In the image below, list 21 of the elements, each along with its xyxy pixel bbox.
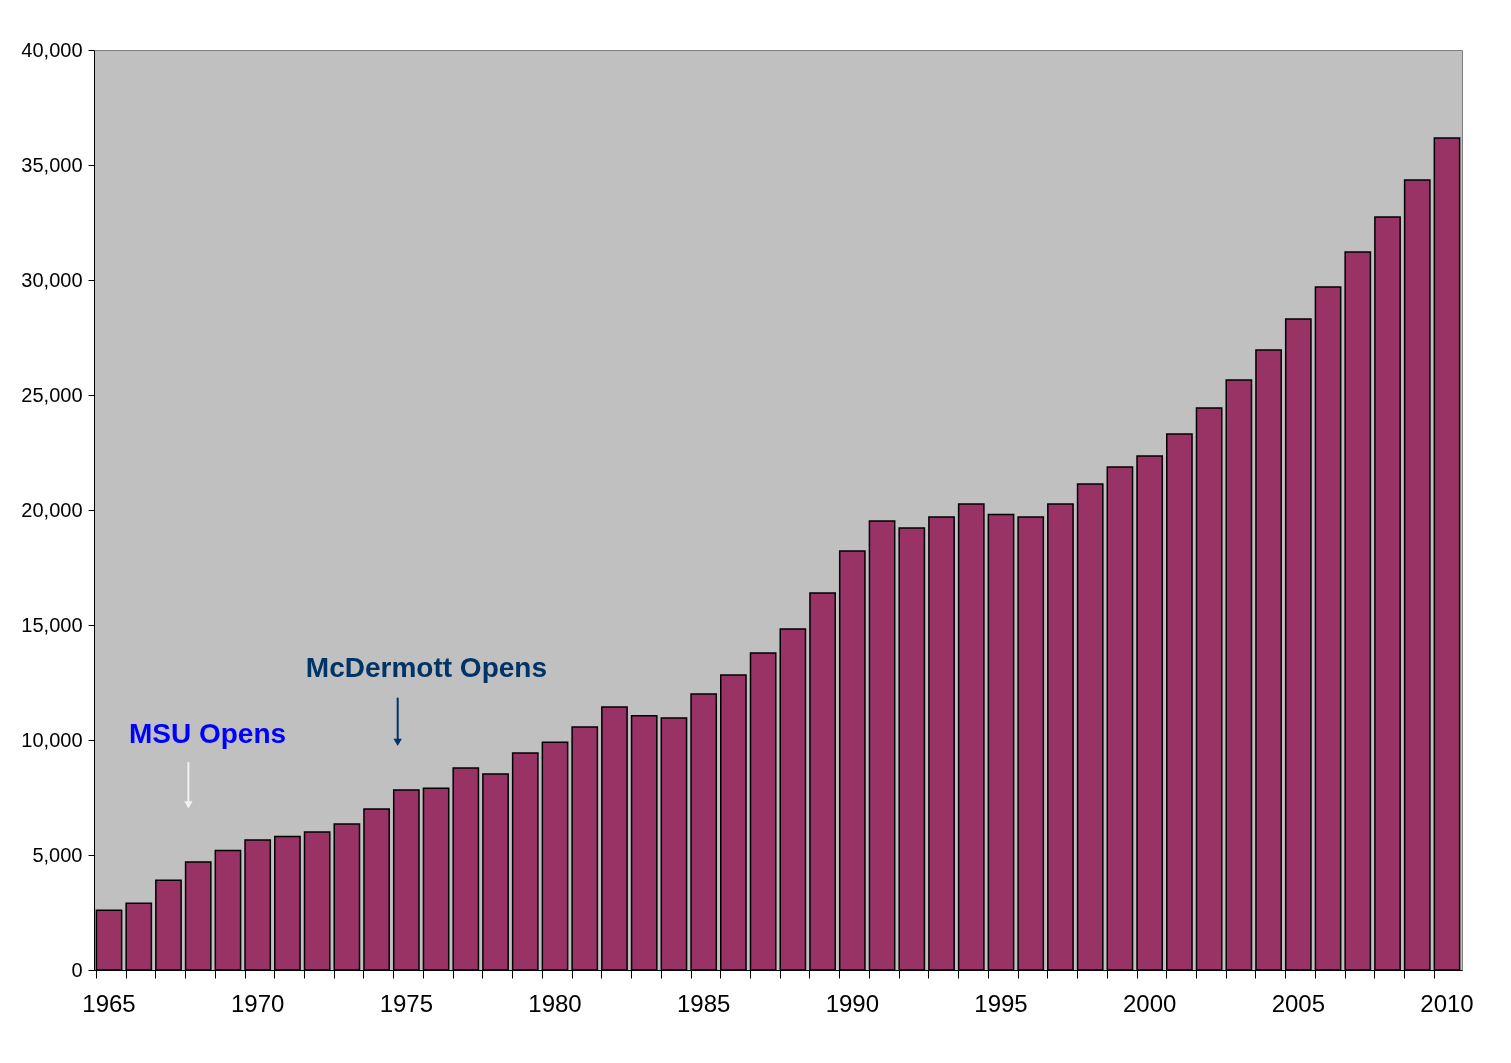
x-tick-label: 1990 (825, 989, 880, 1017)
y-tick-label: 30,000 (21, 268, 83, 291)
y-tick-label: 35,000 (21, 153, 83, 176)
x-tick-label: 1975 (379, 989, 434, 1017)
x-tick-label: 2000 (1122, 989, 1177, 1017)
x-tick-label: 1970 (230, 989, 285, 1017)
annotation: McDermott Opens (305, 652, 547, 684)
y-tick-label: 10,000 (21, 728, 83, 751)
y-tick-label: 25,000 (21, 383, 83, 406)
y-tick-label: 40,000 (21, 38, 83, 61)
x-tick-label: 1985 (676, 989, 731, 1017)
x-tick-label: 1980 (528, 989, 582, 1017)
annotation: MSU Opens (128, 717, 287, 749)
x-tick-label: 2010 (1420, 989, 1474, 1017)
y-tick-label: 5,000 (32, 843, 83, 866)
x-tick-label: 2005 (1271, 989, 1326, 1017)
x-tick-label: 1995 (974, 989, 1028, 1017)
x-tick-label: 1965 (82, 989, 136, 1017)
y-tick-label: 15,000 (21, 613, 83, 636)
y-tick-label: 0 (71, 958, 83, 981)
y-tick-label: 20,000 (21, 498, 83, 521)
